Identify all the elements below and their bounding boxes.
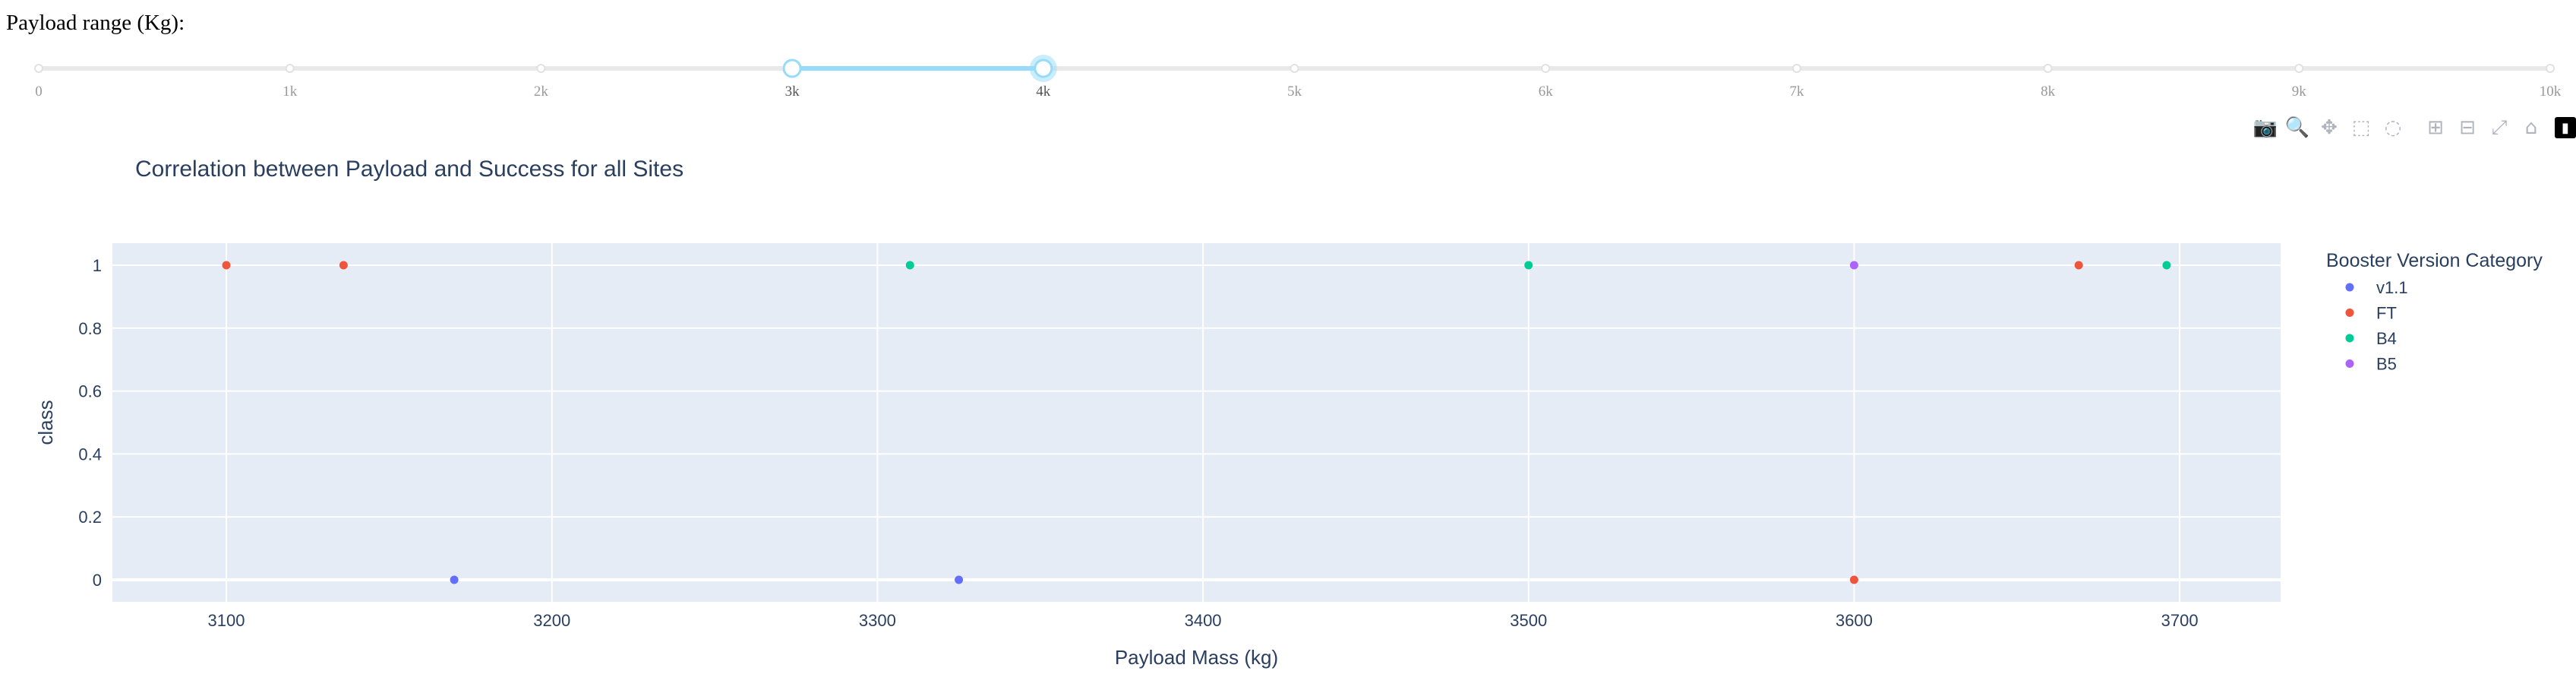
data-point-B4[interactable] xyxy=(905,261,914,270)
slider-selected-range xyxy=(792,66,1043,71)
lasso-icon: ◌ xyxy=(2384,116,2402,139)
slider-dot[interactable] xyxy=(1290,64,1299,73)
camera-icon: 📷 xyxy=(2252,116,2278,139)
legend-item-label[interactable]: v1.1 xyxy=(2376,278,2408,297)
legend-item-label[interactable]: B5 xyxy=(2376,355,2397,374)
slider-dot[interactable] xyxy=(2043,64,2053,73)
zoom-in-icon: ⊞ xyxy=(2427,116,2444,139)
y-tick-label: 0.2 xyxy=(78,508,102,527)
payload-range-slider[interactable]: 0 1k 2k 3k 4k 5k 6k 7k 8k 9k 10k xyxy=(0,46,2576,106)
pan-icon: ✥ xyxy=(2321,116,2338,139)
y-tick-label: 0.8 xyxy=(78,319,102,338)
slider-mark-label[interactable]: 8k xyxy=(2041,84,2056,100)
slider-mark-label[interactable]: 10k xyxy=(2540,84,2562,100)
data-point-FT[interactable] xyxy=(339,261,348,270)
data-point-v1-1[interactable] xyxy=(955,575,964,584)
slider-handle-min[interactable] xyxy=(782,59,802,78)
download-plot-button[interactable]: 📷 xyxy=(2249,114,2281,141)
autoscale-button[interactable]: ⤢ xyxy=(2483,114,2515,141)
x-tick-label: 3700 xyxy=(2161,611,2199,630)
box-select-button[interactable]: ⬚ xyxy=(2345,114,2377,141)
slider-dot[interactable] xyxy=(536,64,546,73)
slider-mark-label[interactable]: 4k xyxy=(1036,84,1051,100)
legend-marker[interactable] xyxy=(2345,283,2354,292)
x-tick-label: 3200 xyxy=(533,611,570,630)
y-tick-label: 1 xyxy=(93,256,102,275)
slider-mark-label[interactable]: 6k xyxy=(1539,84,1554,100)
y-tick-label: 0.6 xyxy=(78,382,102,401)
y-tick-label: 0.4 xyxy=(78,445,102,464)
slider-mark-label[interactable]: 3k xyxy=(785,84,800,100)
x-tick-label: 3600 xyxy=(1836,611,1873,630)
zoom-in-button[interactable]: ⊞ xyxy=(2420,114,2451,141)
reset-axes-button[interactable]: ⌂ xyxy=(2515,114,2547,141)
slider-mark-label[interactable]: 5k xyxy=(1287,84,1302,100)
autoscale-icon: ⤢ xyxy=(2491,116,2508,139)
slider-mark-label[interactable]: 0 xyxy=(35,84,43,100)
pan-button[interactable]: ✥ xyxy=(2313,114,2345,141)
plotly-logo-icon: ▮ xyxy=(2562,119,2569,136)
slider-mark-label[interactable]: 7k xyxy=(1789,84,1804,100)
zoom-icon: 🔍 xyxy=(2284,116,2310,139)
data-point-B5[interactable] xyxy=(1849,261,1858,270)
slider-dot[interactable] xyxy=(2294,64,2304,73)
slider-dot[interactable] xyxy=(2546,64,2555,73)
legend-item-label[interactable]: B4 xyxy=(2376,329,2397,348)
slider-dot[interactable] xyxy=(1541,64,1551,73)
legend-marker[interactable] xyxy=(2345,309,2354,317)
modebar: 📷 🔍 ✥ ⬚ ◌ ⊞ ⊟ ⤢ ⌂ ▮ xyxy=(2249,114,2576,141)
chart-title: Correlation between Payload and Success … xyxy=(135,157,683,182)
slider-label: Payload range (Kg): xyxy=(6,11,185,35)
y-axis-title: class xyxy=(34,400,57,445)
data-point-B4[interactable] xyxy=(1524,261,1533,270)
plotly-logo[interactable]: ▮ xyxy=(2555,117,2576,138)
data-point-FT[interactable] xyxy=(222,261,231,270)
scatter-chart: Correlation between Payload and Success … xyxy=(34,157,2543,669)
home-icon: ⌂ xyxy=(2524,116,2538,139)
box-select-icon: ⬚ xyxy=(2351,116,2371,139)
x-tick-label: 3500 xyxy=(1510,611,1547,630)
slider-dot[interactable] xyxy=(34,64,43,73)
slider-dot[interactable] xyxy=(285,64,295,73)
slider-mark-label[interactable]: 2k xyxy=(534,84,549,100)
data-point-FT[interactable] xyxy=(2074,261,2083,270)
x-tick-label: 3300 xyxy=(859,611,896,630)
zoom-button[interactable]: 🔍 xyxy=(2281,114,2313,141)
slider-handle-max[interactable] xyxy=(1034,59,1053,78)
zoom-out-icon: ⊟ xyxy=(2459,116,2476,139)
lasso-select-button[interactable]: ◌ xyxy=(2377,114,2409,141)
x-axis-title: Payload Mass (kg) xyxy=(1115,646,1278,669)
data-point-v1-1[interactable] xyxy=(450,575,459,584)
legend-marker[interactable] xyxy=(2345,359,2354,368)
slider-dot[interactable] xyxy=(1792,64,1801,73)
data-point-FT[interactable] xyxy=(1849,575,1858,584)
zoom-out-button[interactable]: ⊟ xyxy=(2451,114,2483,141)
legend-title: Booster Version Category xyxy=(2326,250,2543,271)
slider-mark-label[interactable]: 9k xyxy=(2292,84,2307,100)
y-tick-label: 0 xyxy=(93,571,102,590)
data-point-B4[interactable] xyxy=(2162,261,2171,270)
legend-item-label[interactable]: FT xyxy=(2376,304,2397,323)
slider-mark-label[interactable]: 1k xyxy=(283,84,298,100)
x-tick-label: 3400 xyxy=(1185,611,1222,630)
x-tick-label: 3100 xyxy=(208,611,245,630)
legend-marker[interactable] xyxy=(2345,334,2354,343)
plot-area[interactable] xyxy=(112,243,2281,602)
